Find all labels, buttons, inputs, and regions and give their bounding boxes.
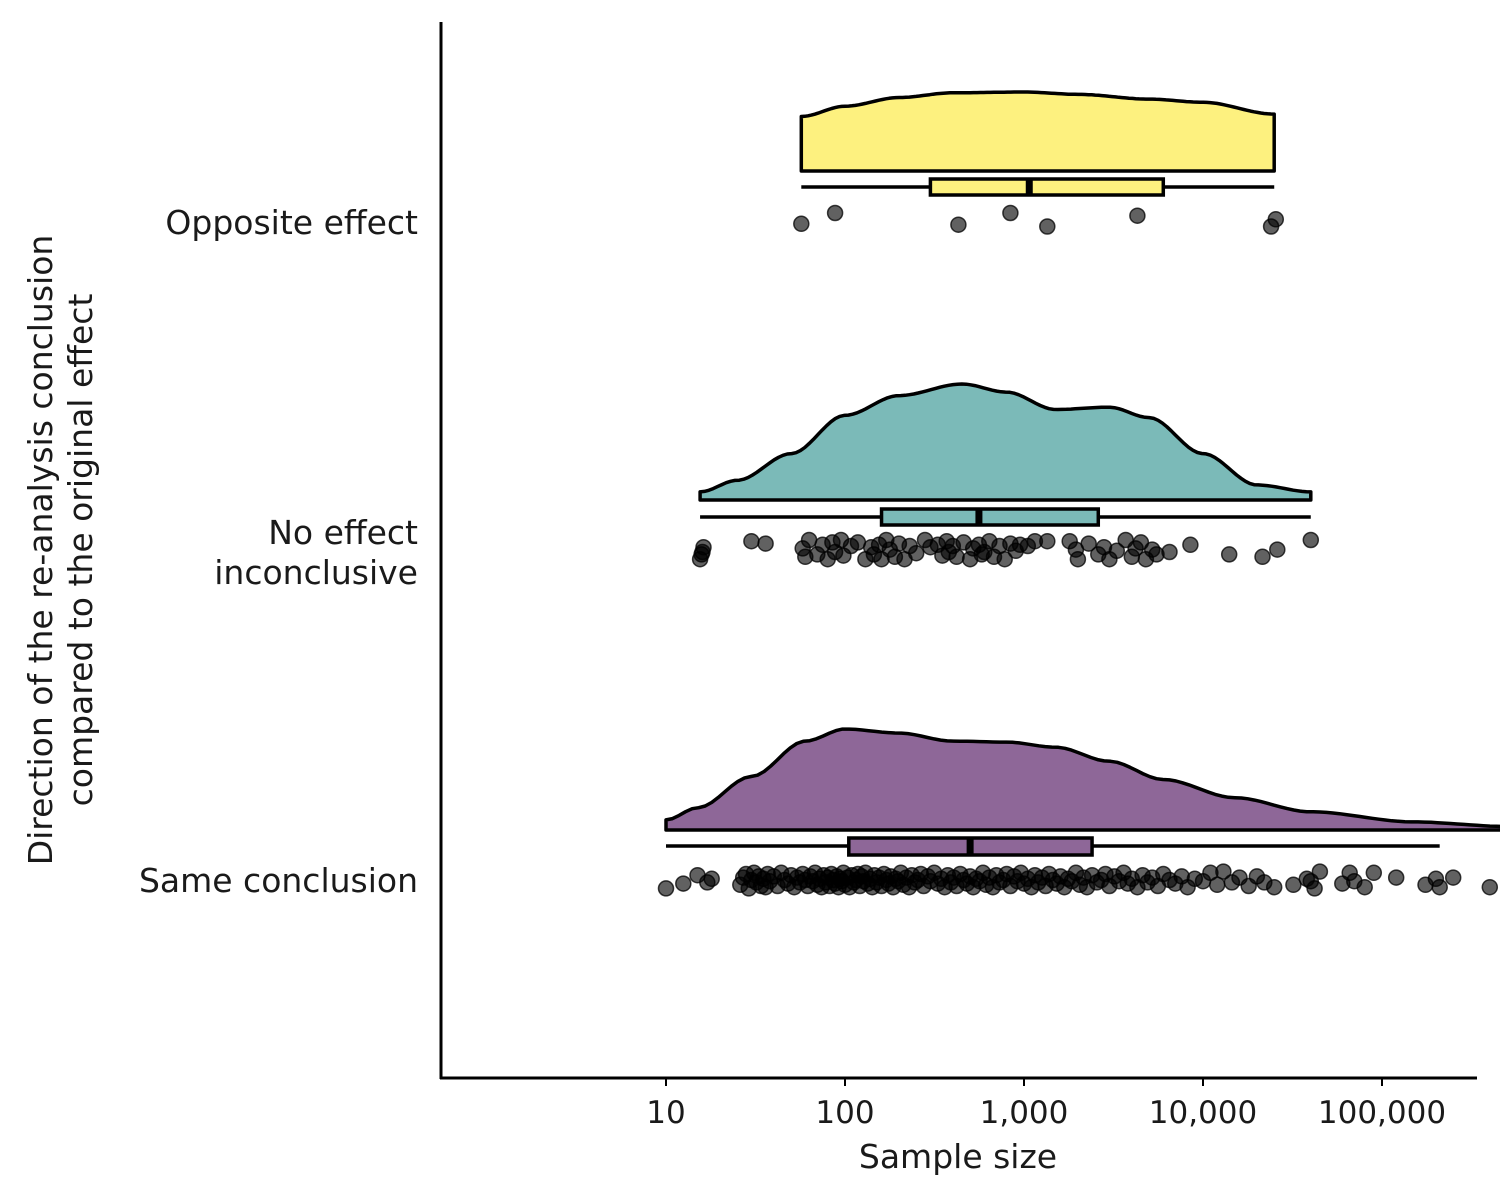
data-point [1129,207,1146,224]
data-point [1002,204,1019,222]
group-opposite [793,90,1285,235]
data-point [743,532,760,550]
y-axis-title-line-1: Direction of the re-analysis conclusion [21,235,60,866]
box-no_effect [879,507,1101,527]
points-opposite [793,204,1285,235]
x-axis-title: Sample size [859,1137,1057,1176]
x-tick-label: 10,000 [1149,1095,1257,1131]
density-opposite [799,90,1276,173]
x-tick-label: 100 [815,1095,874,1131]
data-point [1220,546,1238,563]
category-label-opposite: Opposite effect [165,203,418,242]
data-point [694,543,711,561]
data-point [675,875,692,892]
data-point [948,548,965,566]
data-point [1365,864,1383,882]
x-tick-label: 1,000 [980,1095,1069,1131]
box-opposite [928,177,1166,197]
group-same [657,727,1500,897]
data-point [996,550,1013,568]
data-point [1302,531,1320,549]
data-point [1267,211,1285,228]
category-label-no_effect-line-2: inconclusive [214,553,418,592]
data-point [1254,548,1271,566]
data-point [1215,863,1232,880]
points-same [657,863,1499,897]
data-point [793,215,810,233]
data-point [1080,535,1097,552]
data-point [1269,541,1286,558]
data-point [907,544,925,562]
x-tick-label: 10 [646,1095,685,1131]
group-no_effect [691,382,1320,568]
data-point [1039,532,1056,550]
data-point [826,204,844,222]
data-point [1306,880,1323,897]
data-point [1265,878,1283,896]
y-axis-title-line-2: compared to the original effect [61,294,100,807]
data-point [703,870,720,888]
data-point [1069,550,1087,568]
y-axis-title: Direction of the re-analysis conclusion … [21,235,100,866]
x-axis-ticks: 10 100 1,000 10,000 100,000 [646,1079,1446,1131]
data-point [1285,876,1302,894]
plot-area [657,90,1500,897]
density-no_effect [698,382,1313,502]
data-point [657,880,675,897]
data-point [1356,878,1373,896]
data-point [757,535,774,552]
data-point [1161,543,1178,561]
data-point [1431,878,1448,896]
data-point [1387,869,1405,886]
category-label-same: Same conclusion [139,861,418,900]
x-tick-label: 100,000 [1318,1095,1446,1131]
density-same [664,727,1500,832]
category-label-no_effect-line-1: No effect [268,513,418,552]
data-point [1311,863,1329,880]
data-point [950,216,967,233]
data-point [1039,218,1056,235]
points-no_effect [691,531,1320,568]
data-point [1108,542,1126,560]
data-point [800,531,818,549]
data-point [1182,536,1199,554]
data-point [1444,869,1462,886]
data-point [1481,878,1499,896]
